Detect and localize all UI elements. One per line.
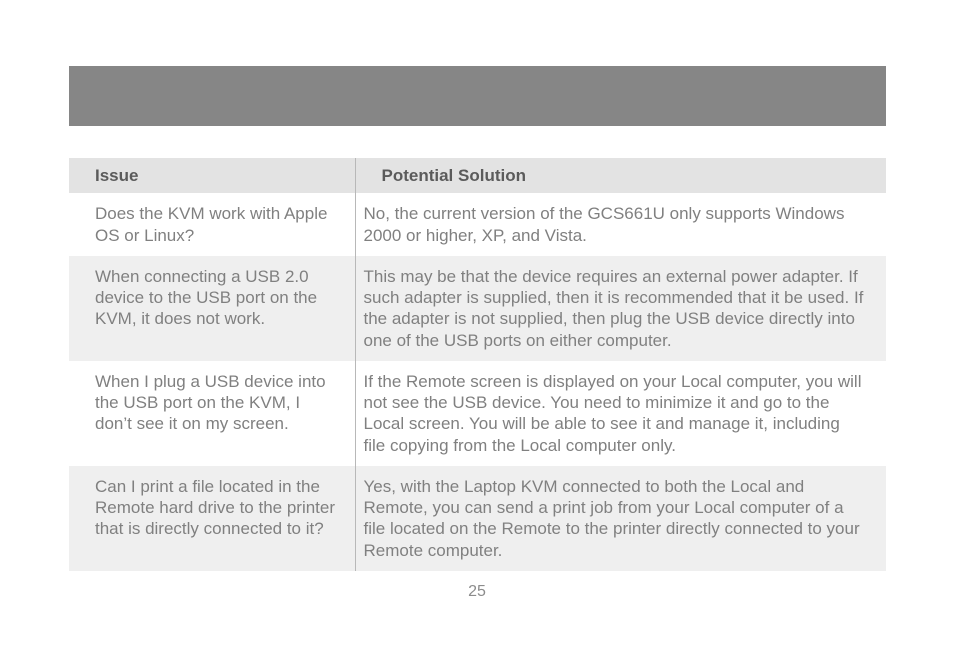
table-row: Can I print a file located in the Remote… [69, 466, 886, 571]
table-header-row: Issue Potential Solution [69, 158, 886, 193]
col-header-issue: Issue [69, 158, 355, 193]
table-row: When connecting a USB 2.0 device to the … [69, 256, 886, 361]
cell-issue: When I plug a USB device into the USB po… [69, 361, 355, 466]
cell-issue: Does the KVM work with Apple OS or Linux… [69, 193, 355, 256]
cell-issue: Can I print a file located in the Remote… [69, 466, 355, 571]
cell-issue: When connecting a USB 2.0 device to the … [69, 256, 355, 361]
troubleshooting-table: Issue Potential Solution Does the KVM wo… [69, 158, 886, 571]
cell-solution: If the Remote screen is displayed on you… [355, 361, 886, 466]
table-row: Does the KVM work with Apple OS or Linux… [69, 193, 886, 256]
col-header-solution: Potential Solution [355, 158, 886, 193]
cell-solution: No, the current version of the GCS661U o… [355, 193, 886, 256]
table-row: When I plug a USB device into the USB po… [69, 361, 886, 466]
cell-solution: Yes, with the Laptop KVM connected to bo… [355, 466, 886, 571]
header-banner [69, 66, 886, 126]
cell-solution: This may be that the device requires an … [355, 256, 886, 361]
page-number: 25 [0, 583, 954, 601]
